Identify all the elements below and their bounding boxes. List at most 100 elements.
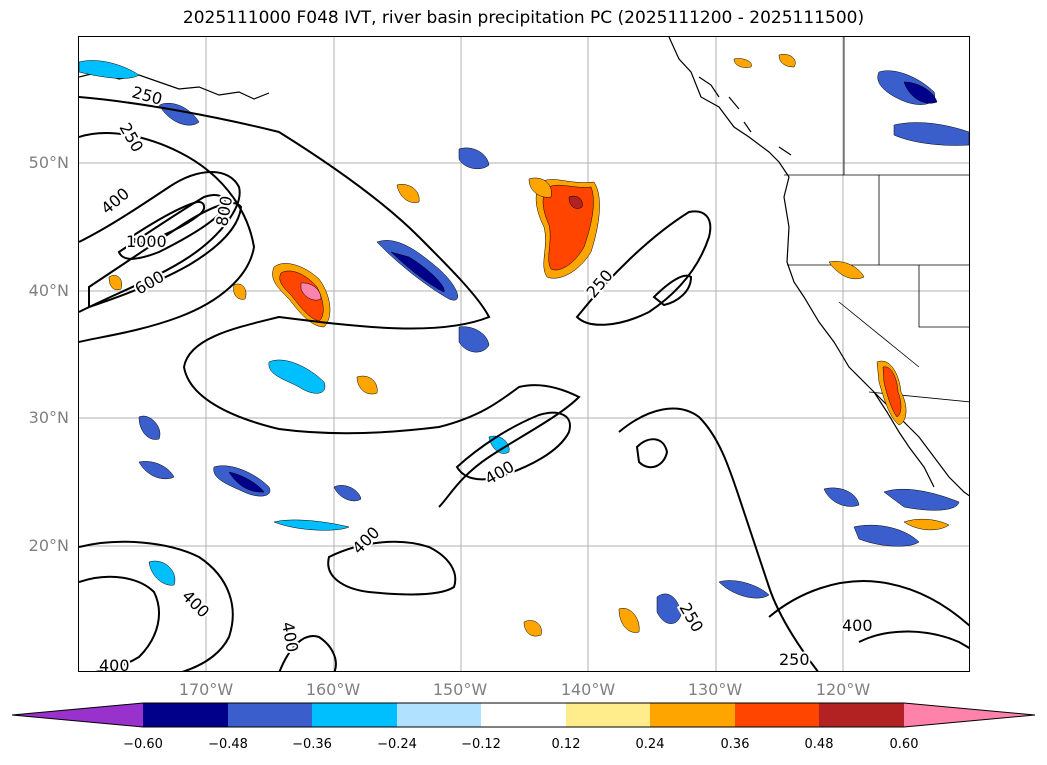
precip-blob: [79, 60, 140, 79]
ivt-contour-250: [327, 540, 457, 596]
lon-label-120w: 120°W: [815, 680, 871, 699]
contour-label: 250: [676, 600, 708, 636]
baja-coast: [873, 391, 935, 488]
ivt-contour-400: [635, 438, 669, 469]
north-america-coast: [668, 37, 969, 497]
precip-blob: [356, 375, 378, 395]
ivt-contour-800: [117, 194, 227, 260]
contour-label: 400: [842, 616, 873, 635]
colorbar-segment: [819, 703, 904, 727]
ivt-contour-1000: [129, 200, 205, 245]
colorbar-tick: −0.24: [377, 737, 417, 752]
ivt-contour-250: [618, 407, 819, 671]
precip-blob: [148, 560, 176, 586]
contour-label: 400: [278, 620, 302, 653]
contour-labels: 250 250 400 800 1000 600 250 400 400 250…: [95, 81, 874, 672]
contour-label: 400: [99, 656, 130, 672]
precip-blob: [828, 261, 865, 280]
colorbar-extend-min: [12, 703, 143, 727]
precip-blob: [903, 81, 938, 104]
ivt-contour-250: [79, 96, 581, 508]
colorbar: [11, 702, 1036, 728]
precip-blob: [523, 620, 542, 637]
precip-blob: [333, 485, 362, 502]
precip-blob: [228, 471, 265, 493]
graticule: [79, 37, 969, 671]
lon-label-170w: 170°W: [178, 680, 234, 699]
contour-label: 250: [130, 83, 164, 109]
contour-label: 250: [779, 650, 810, 669]
colorbar-tick: 0.48: [804, 737, 834, 752]
precip-blob: [458, 326, 490, 353]
ivt-contour-250: [575, 210, 712, 326]
ivt-contours: [79, 96, 969, 671]
contour-label: 400: [348, 523, 383, 558]
colorbar-segment: [566, 703, 650, 727]
lon-label-160w: 160°W: [305, 680, 361, 699]
map-panel[interactable]: 250 250 400 800 1000 600 250 400 400 250…: [78, 36, 970, 672]
colorbar-segment: [397, 703, 481, 727]
lat-label-40n: 40°N: [28, 281, 69, 300]
precip-blob: [268, 359, 326, 394]
contour-label: 1000: [126, 232, 167, 251]
precip-blob: [903, 518, 950, 531]
precip-blob: [718, 580, 770, 599]
ivt-contour-400: [858, 630, 969, 649]
colorbar-segment: [481, 703, 566, 727]
colorbar-tick: −0.60: [123, 737, 163, 752]
map-canvas: 250 250 400 800 1000 600 250 400 400 250…: [79, 37, 969, 672]
precip-blob: [108, 275, 122, 291]
precip-blob: [300, 282, 322, 301]
colorbar-tick: −0.48: [208, 737, 248, 752]
contour-label: 400: [482, 457, 518, 489]
lon-label-140w: 140°W: [560, 680, 616, 699]
precip-blob: [138, 415, 161, 440]
lat-label-50n: 50°N: [28, 153, 69, 172]
colorbar-tick: 0.12: [551, 737, 581, 752]
colorbar-outline: [11, 702, 1036, 728]
ivt-contour-400: [79, 171, 241, 313]
colorbar-tick: 0.60: [889, 737, 919, 752]
precip-blob: [823, 487, 860, 507]
contour-label: 800: [212, 194, 236, 227]
map-title: 2025111000 F048 IVT, river basin precipi…: [182, 8, 865, 28]
precip-blob: [656, 593, 682, 624]
lon-label-150w: 150°W: [432, 680, 488, 699]
colorbar-tick: 0.36: [720, 737, 750, 752]
colorbar-segment: [312, 703, 397, 727]
colorbar-extend-max: [904, 703, 1035, 727]
precip-blob: [138, 461, 175, 480]
precip-blob: [883, 489, 960, 511]
ivt-contour-400: [652, 274, 693, 307]
colorbar-segment: [228, 703, 312, 727]
ivt-contour-250: [79, 540, 234, 671]
precip-blob: [396, 184, 420, 203]
ivt-contour-400: [79, 575, 160, 671]
colorbar-segment: [735, 703, 819, 727]
precip-shading: [79, 54, 969, 637]
precip-blob: [853, 524, 920, 547]
precip-blob: [458, 147, 490, 170]
colorbar-tick: 0.24: [635, 737, 665, 752]
lat-label-20n: 20°N: [28, 536, 69, 555]
precip-blob: [882, 366, 902, 418]
colorbar-tick: −0.12: [461, 737, 501, 752]
ivt-contour-250: [79, 131, 256, 343]
precip-blob: [390, 251, 445, 293]
ivt-contour-250: [768, 580, 969, 627]
state-borders: [787, 175, 969, 403]
colorbar-tick: −0.36: [292, 737, 332, 752]
borders: [784, 37, 969, 403]
precip-blob: [528, 177, 552, 198]
ivt-contour-600: [88, 202, 243, 309]
precip-blob: [733, 58, 752, 68]
ivt-contour-400: [455, 411, 571, 481]
contour-label: 400: [178, 586, 213, 621]
colorbar-segment: [143, 703, 228, 727]
precip-blob: [778, 54, 796, 68]
lon-label-130w: 130°W: [687, 680, 743, 699]
ivt-contour-400: [278, 635, 337, 671]
lat-label-30n: 30°N: [28, 408, 69, 427]
colorbar-segment: [650, 703, 735, 727]
precip-blob: [893, 122, 969, 146]
